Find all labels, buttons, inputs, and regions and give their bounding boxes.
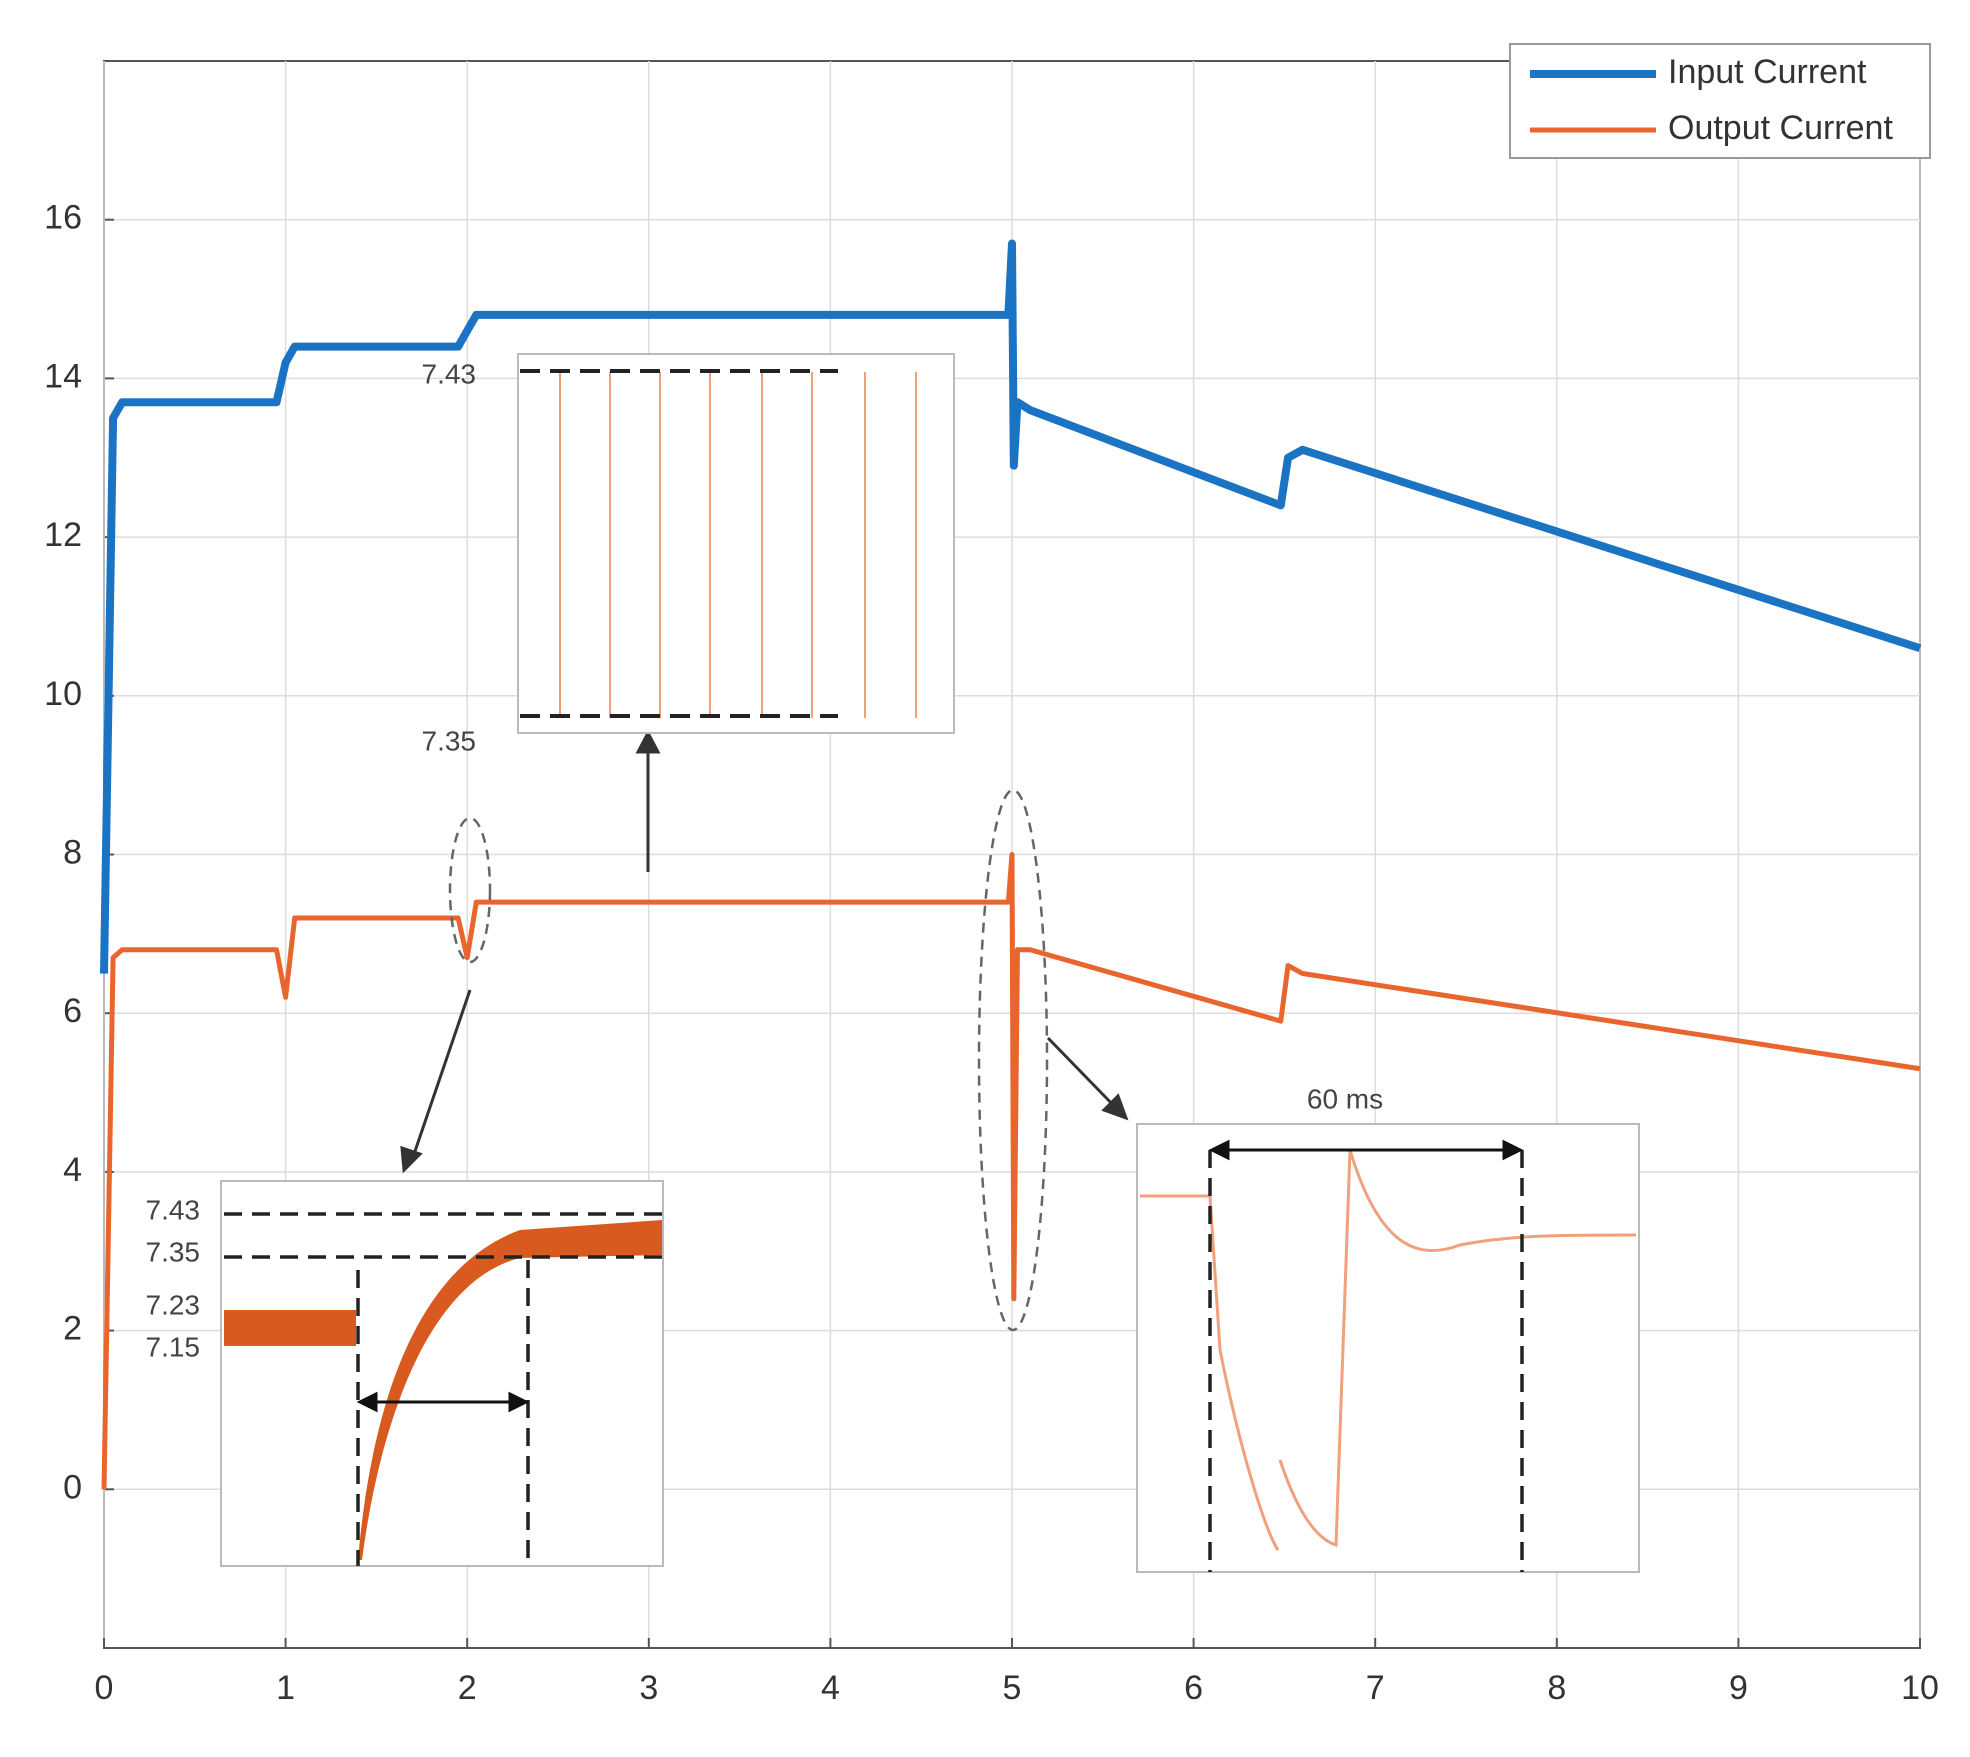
inset-span (1208, 1139, 1524, 1161)
x-tick-label: 6 (1184, 1669, 1203, 1707)
arrow (1046, 1036, 1120, 1112)
y-tick-label: 8 (63, 833, 82, 871)
y-tick-label: 10 (44, 675, 82, 713)
y-tick-label: 0 (63, 1468, 82, 1506)
annotation: 7.43 (422, 358, 477, 389)
y-tick-label: 14 (44, 357, 82, 395)
x-tick-label: 7 (1366, 1669, 1385, 1707)
legend-label: Input Current (1668, 53, 1867, 91)
annotation: 7.35 (422, 725, 477, 756)
inset-left (220, 1180, 664, 1567)
x-tick-label: 10 (1901, 1669, 1939, 1707)
annotation: 7.15 (146, 1331, 201, 1362)
series-line (100, 239, 1922, 974)
callout-ellipse (448, 816, 492, 964)
legend-box (1509, 43, 1931, 159)
callout-ellipse (977, 788, 1049, 1332)
y-tick-label: 6 (63, 992, 82, 1030)
y-tick-label: 4 (63, 1151, 82, 1189)
inset-frame (1136, 1123, 1640, 1573)
y-tick-label: 2 (63, 1310, 82, 1348)
inset-level (1208, 1150, 1524, 1572)
arrow-head (400, 1145, 423, 1174)
x-tick-label: 8 (1547, 1669, 1566, 1707)
inset-top (517, 353, 955, 734)
x-tick-label: 5 (1003, 1669, 1022, 1707)
inset-trace (1140, 1149, 1637, 1551)
x-tick-label: 2 (458, 1669, 477, 1707)
annotation: 7.43 (146, 1194, 201, 1225)
arrows (400, 729, 1129, 1174)
arrow-head (635, 729, 661, 754)
x-tick-label: 9 (1729, 1669, 1748, 1707)
series-line (101, 852, 1921, 1490)
inset-span (356, 1391, 530, 1413)
annotation: 7.35 (146, 1236, 201, 1267)
x-tick-label: 3 (639, 1669, 658, 1707)
y-tick-label: 12 (44, 516, 82, 554)
annotation: 60 ms (1307, 1083, 1383, 1114)
inset-trace (559, 372, 917, 718)
x-tick-label: 4 (821, 1669, 840, 1707)
arrow (410, 989, 472, 1161)
y-tick-label: 16 (44, 199, 82, 237)
legend: Input Current Output Current (1509, 43, 1931, 159)
x-tick-label: 1 (276, 1669, 295, 1707)
inset-level (224, 1212, 662, 1566)
inset-frame (517, 353, 955, 734)
plot (100, 239, 1922, 1490)
arrow-head (1101, 1093, 1129, 1121)
x-tick-label: 0 (95, 1669, 114, 1707)
inset-band (358, 1220, 662, 1560)
callouts (448, 788, 1049, 1332)
legend-label: Output Current (1668, 109, 1893, 147)
inset-level (520, 369, 838, 718)
annotation: 7.23 (146, 1289, 201, 1320)
inset-band (224, 1310, 356, 1346)
inset-right (1136, 1123, 1640, 1573)
